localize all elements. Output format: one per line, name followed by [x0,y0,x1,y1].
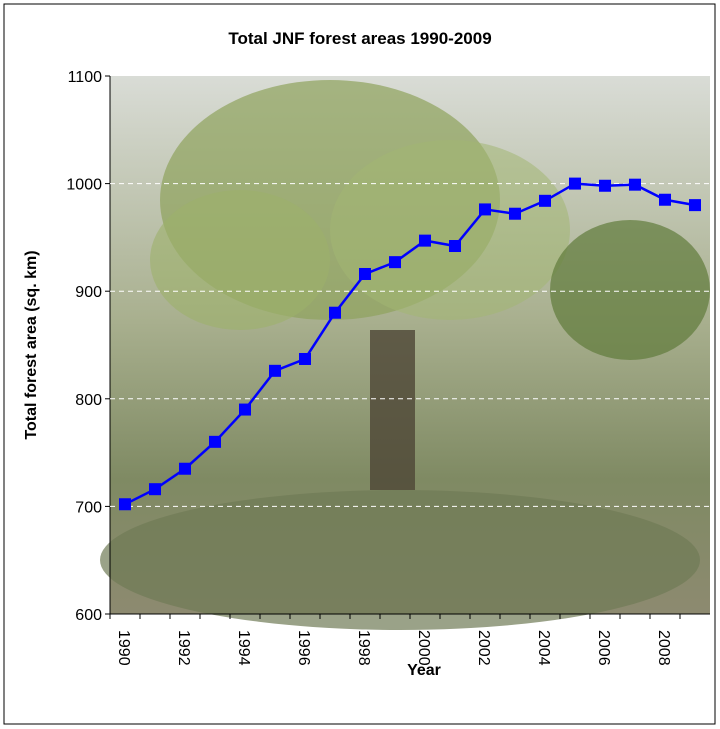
x-tick-label: 2008 [655,630,672,666]
data-marker [269,364,281,377]
y-tick-label: 900 [75,284,102,301]
x-tick-label: 1996 [295,630,312,666]
x-tick-label: 1994 [235,630,252,666]
data-marker [389,256,401,269]
data-marker [419,234,431,247]
data-marker [599,179,611,192]
y-tick-label: 1000 [66,177,102,194]
data-marker [629,178,641,191]
x-tick-label: 1998 [355,630,372,666]
x-tick-label: 2000 [415,630,432,666]
x-axis-label: Year [407,662,441,679]
data-marker [509,207,521,220]
x-tick-label: 1992 [175,630,192,666]
data-marker [329,306,341,319]
data-marker [209,435,221,448]
data-marker [359,267,371,280]
data-marker [239,403,251,416]
data-marker [179,462,191,475]
data-marker [689,199,701,212]
x-tick-label: 1990 [115,630,132,666]
y-tick-label: 700 [75,499,102,516]
data-marker [299,352,311,365]
chart-title: Total JNF forest areas 1990-2009 [228,29,491,48]
x-tick-label: 2006 [595,630,612,666]
data-marker [479,203,491,216]
x-tick-label: 2004 [535,630,552,666]
y-tick-label: 600 [75,607,102,624]
x-tick-label: 2002 [475,630,492,666]
y-tick-label: 800 [75,392,102,409]
data-marker [449,240,461,253]
data-marker [659,193,671,206]
y-tick-label: 1100 [68,69,103,86]
data-marker [569,177,581,190]
plot-background [100,76,710,630]
y-axis-label: Total forest area (sq. km) [23,250,40,439]
data-marker [539,194,551,207]
data-marker [149,483,161,496]
data-marker [119,498,131,511]
